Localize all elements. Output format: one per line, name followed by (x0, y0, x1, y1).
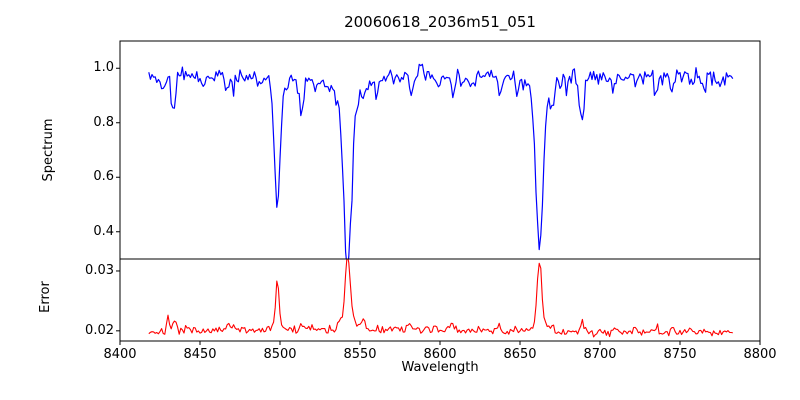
spectrum-y-tick-label: 0.4 (93, 223, 114, 239)
spectrum-line (148, 63, 734, 259)
spectrum-y-tick-label: 0.8 (93, 114, 114, 130)
x-tick-label: 8550 (343, 347, 377, 362)
spectrum-y-tick-label: 1.0 (93, 60, 114, 76)
x-axis-label: Wavelength (401, 360, 479, 375)
x-tick-label: 8650 (503, 347, 537, 362)
error-y-tick-label: 0.02 (85, 322, 114, 338)
spectrum-y-tick-label: 0.6 (93, 169, 114, 185)
x-tick-label: 8700 (583, 347, 617, 362)
chart-title: 20060618_2036m51_051 (344, 13, 536, 31)
x-tick-label: 8750 (663, 347, 697, 362)
x-tick-label: 8400 (103, 347, 137, 362)
x-tick-label: 8450 (183, 347, 217, 362)
x-tick-label: 8600 (423, 347, 457, 362)
x-tick-label: 8800 (743, 347, 777, 362)
x-tick-label: 8500 (263, 347, 297, 362)
error-line (148, 259, 733, 338)
error-y-tick-label: 0.03 (85, 262, 114, 278)
